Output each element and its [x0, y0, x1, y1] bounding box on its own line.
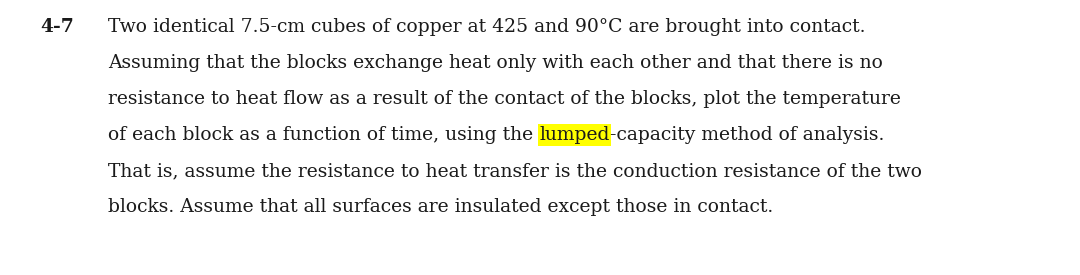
Text: of each block as a function of time, using the: of each block as a function of time, usi… — [108, 126, 539, 144]
Bar — [538, 124, 610, 146]
Text: Two identical 7.5-cm cubes of copper at 425 and 90°C are brought into contact.: Two identical 7.5-cm cubes of copper at … — [108, 18, 865, 36]
Text: -capacity method of analysis.: -capacity method of analysis. — [609, 126, 883, 144]
Text: 4-7: 4-7 — [40, 18, 73, 36]
Text: That is, assume the resistance to heat transfer is the conduction resistance of : That is, assume the resistance to heat t… — [108, 162, 922, 180]
Text: resistance to heat flow as a result of the contact of the blocks, plot the tempe: resistance to heat flow as a result of t… — [108, 90, 901, 108]
Text: lumped: lumped — [539, 126, 609, 144]
Text: blocks. Assume that all surfaces are insulated except those in contact.: blocks. Assume that all surfaces are ins… — [108, 198, 773, 216]
Text: Assuming that the blocks exchange heat only with each other and that there is no: Assuming that the blocks exchange heat o… — [108, 54, 882, 72]
